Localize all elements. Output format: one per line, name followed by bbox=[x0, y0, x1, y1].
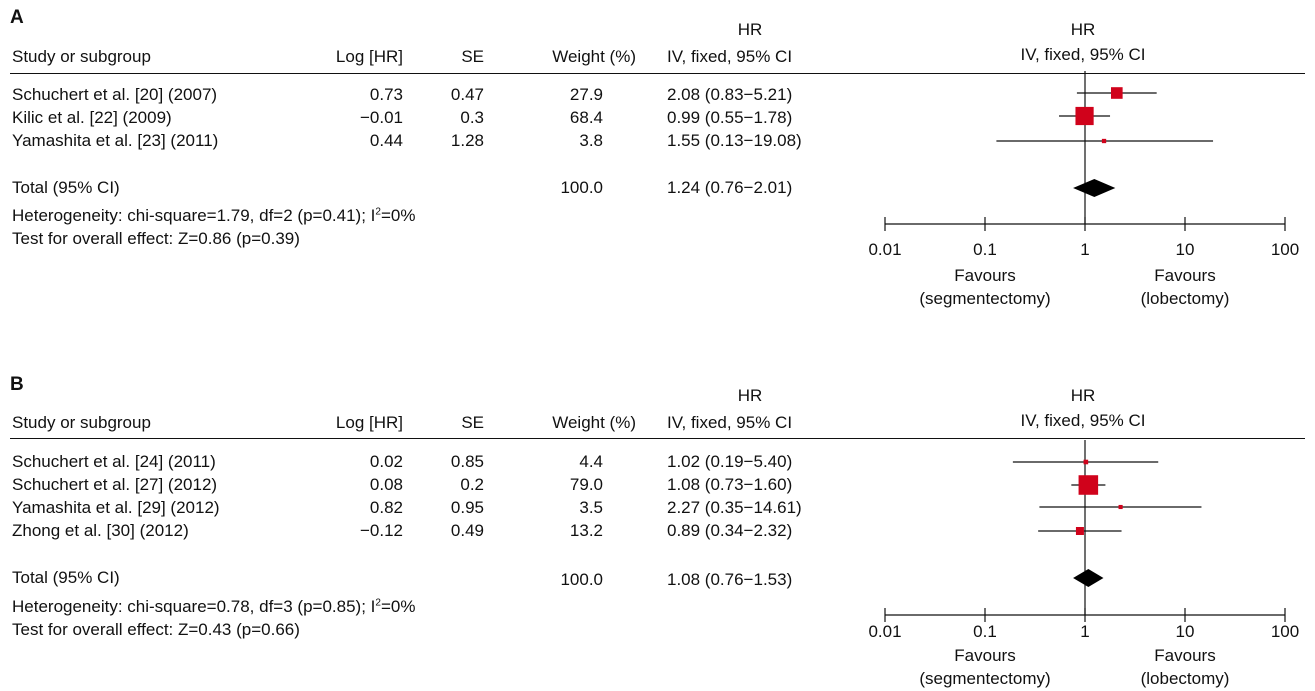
hr-column-title: HR bbox=[737, 20, 763, 39]
se-value: 0.3 bbox=[460, 108, 484, 127]
loghr-column-header: Log [HR] bbox=[335, 413, 403, 432]
weight-value: 68.4 bbox=[569, 108, 603, 127]
study-name: Kilic et al. [22] (2009) bbox=[12, 108, 172, 127]
total-hr-ci: 1.24 (0.76−2.01) bbox=[667, 178, 793, 197]
total-label: Total (95% CI) bbox=[12, 568, 120, 587]
axis-tick-label: 10 bbox=[1175, 240, 1195, 259]
study-effect-marker bbox=[1075, 106, 1094, 126]
plot-column-title: HR bbox=[1070, 20, 1096, 39]
se-value: 0.2 bbox=[460, 475, 484, 494]
total-hr-ci: 1.08 (0.76−1.53) bbox=[667, 570, 793, 589]
header-rule bbox=[10, 73, 1305, 74]
hr-ci-value: 0.89 (0.34−2.32) bbox=[667, 521, 793, 540]
axis-tick-label: 0.1 bbox=[973, 622, 997, 641]
forest-plot-a bbox=[884, 71, 1286, 231]
loghr-value: −0.12 bbox=[359, 521, 403, 540]
hr-ci-value: 0.99 (0.55−1.78) bbox=[667, 108, 793, 127]
axis-tick-label: 100 bbox=[1270, 622, 1300, 641]
loghr-value: 0.73 bbox=[369, 85, 403, 104]
hr-ci-column-header: IV, fixed, 95% CI bbox=[667, 413, 793, 432]
study-effect-marker bbox=[1078, 475, 1099, 495]
weight-value: 4.4 bbox=[579, 452, 603, 471]
axis-tick-label: 0.1 bbox=[973, 240, 997, 259]
plot-column-title: HR bbox=[1070, 386, 1096, 405]
study-column-header: Study or subgroup bbox=[12, 413, 151, 432]
hr-ci-value: 1.02 (0.19−5.40) bbox=[667, 452, 793, 471]
se-column-header: SE bbox=[461, 413, 484, 432]
heterogeneity-text: Heterogeneity: chi-square=1.79, df=2 (p=… bbox=[12, 206, 416, 225]
study-effect-marker bbox=[1118, 504, 1123, 510]
forest-plot-panel-b: B HR HR Study or subgroup Log [HR] SE We… bbox=[0, 345, 1315, 691]
loghr-value: 0.08 bbox=[369, 475, 403, 494]
overall-effect-text: Test for overall effect: Z=0.43 (p=0.66) bbox=[12, 620, 300, 639]
study-name: Schuchert et al. [27] (2012) bbox=[12, 475, 218, 494]
loghr-value: 0.02 bbox=[369, 452, 403, 471]
weight-value: 3.5 bbox=[579, 498, 603, 517]
study-name: Yamashita et al. [23] (2011) bbox=[12, 131, 219, 150]
loghr-column-header: Log [HR] bbox=[335, 47, 403, 66]
axis-tick-label: 1 bbox=[1080, 240, 1090, 259]
axis-tick-label: 10 bbox=[1175, 622, 1195, 641]
study-effect-marker bbox=[1075, 527, 1084, 535]
total-weight: 100.0 bbox=[560, 178, 603, 197]
study-effect-marker bbox=[1110, 87, 1123, 99]
se-value: 1.28 bbox=[450, 131, 484, 150]
axis-tick-label: 0.01 bbox=[868, 240, 902, 259]
loghr-value: 0.44 bbox=[369, 131, 403, 150]
weight-column-header: Weight (%) bbox=[552, 413, 636, 432]
panel-letter: B bbox=[10, 374, 24, 395]
pooled-effect-diamond bbox=[1073, 179, 1116, 197]
weight-value: 27.9 bbox=[569, 85, 603, 104]
study-column-header: Study or subgroup bbox=[12, 47, 151, 66]
se-value: 0.49 bbox=[450, 521, 484, 540]
study-name: Schuchert et al. [24] (2011) bbox=[12, 452, 216, 471]
forest-plot-b bbox=[884, 440, 1286, 622]
weight-value: 3.8 bbox=[579, 131, 603, 150]
se-value: 0.47 bbox=[450, 85, 484, 104]
plot-ci-header: IV, fixed, 95% CI bbox=[1020, 45, 1146, 64]
weight-value: 13.2 bbox=[569, 521, 603, 540]
forest-plot-panel-a: A HR HR Study or subgroup Log [HR] SE We… bbox=[0, 0, 1315, 345]
plot-ci-header: IV, fixed, 95% CI bbox=[1020, 411, 1146, 430]
study-name: Schuchert et al. [20] (2007) bbox=[12, 85, 218, 104]
hr-column-title: HR bbox=[737, 386, 763, 405]
study-name: Zhong et al. [30] (2012) bbox=[12, 521, 189, 540]
se-value: 0.85 bbox=[450, 452, 484, 471]
se-value: 0.95 bbox=[450, 498, 484, 517]
hr-ci-value: 1.55 (0.13−19.08) bbox=[667, 131, 802, 150]
overall-effect-text: Test for overall effect: Z=0.86 (p=0.39) bbox=[12, 229, 300, 248]
loghr-value: −0.01 bbox=[359, 108, 403, 127]
se-column-header: SE bbox=[461, 47, 484, 66]
axis-tick-label: 0.01 bbox=[868, 622, 902, 641]
heterogeneity-text: Heterogeneity: chi-square=0.78, df=3 (p=… bbox=[12, 597, 416, 616]
study-effect-marker bbox=[1101, 138, 1107, 144]
header-rule bbox=[10, 438, 1305, 439]
hr-ci-column-header: IV, fixed, 95% CI bbox=[667, 47, 793, 66]
study-effect-marker bbox=[1083, 459, 1089, 465]
total-weight: 100.0 bbox=[560, 570, 603, 589]
hr-ci-value: 2.08 (0.83−5.21) bbox=[667, 85, 793, 104]
weight-value: 79.0 bbox=[569, 475, 603, 494]
axis-tick-label: 1 bbox=[1080, 622, 1090, 641]
hr-ci-value: 1.08 (0.73−1.60) bbox=[667, 475, 793, 494]
loghr-value: 0.82 bbox=[369, 498, 403, 517]
total-label: Total (95% CI) bbox=[12, 178, 120, 197]
pooled-effect-diamond bbox=[1073, 569, 1104, 587]
axis-tick-label: 100 bbox=[1270, 240, 1300, 259]
weight-column-header: Weight (%) bbox=[552, 47, 636, 66]
study-name: Yamashita et al. [29] (2012) bbox=[12, 498, 220, 517]
panel-letter: A bbox=[10, 7, 24, 28]
hr-ci-value: 2.27 (0.35−14.61) bbox=[667, 498, 802, 517]
